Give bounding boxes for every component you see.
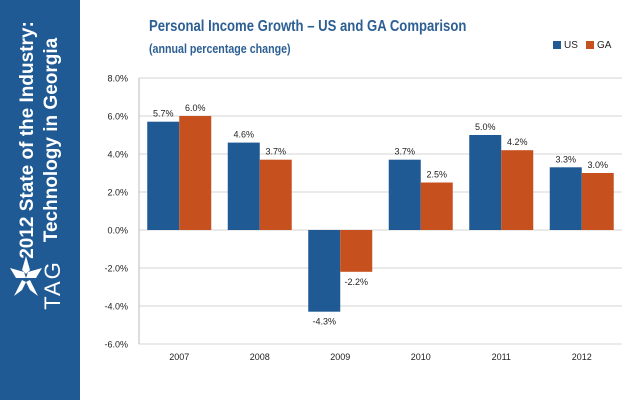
- data-label-ga: -2.2%: [344, 277, 368, 287]
- bar-us: [549, 167, 582, 230]
- y-tick-label: -6.0%: [104, 340, 128, 350]
- chart-title: Personal Income Growth – US and GA Compa…: [149, 18, 467, 35]
- legend-label-us: US: [564, 40, 578, 51]
- data-label-ga: 3.0%: [587, 160, 608, 170]
- x-tick-label: 2012: [572, 352, 592, 362]
- tag-star-logo-icon: [10, 256, 42, 296]
- legend-swatch-us: [553, 41, 561, 49]
- data-label-us: 3.7%: [394, 147, 415, 157]
- bar-us: [469, 135, 502, 230]
- legend-item-us: US: [553, 40, 578, 51]
- data-label-us: 4.6%: [233, 130, 254, 140]
- data-label-us: -4.3%: [312, 317, 336, 327]
- y-tick-label: 6.0%: [107, 112, 128, 122]
- data-label-ga: 6.0%: [185, 103, 206, 113]
- data-label-ga: 2.5%: [426, 170, 447, 180]
- legend-item-ga: GA: [586, 40, 611, 51]
- y-tick-label: -4.0%: [104, 302, 128, 312]
- legend-swatch-ga: [586, 41, 594, 49]
- bar-ga: [340, 230, 373, 272]
- data-label-us: 5.7%: [153, 109, 174, 119]
- bar-us: [388, 159, 421, 230]
- y-tick-label: 0.0%: [107, 226, 128, 236]
- legend-label-ga: GA: [597, 40, 612, 51]
- x-tick-label: 2010: [411, 352, 431, 362]
- bar-ga: [420, 182, 453, 230]
- sidebar-banner: 2012 State of the Industry: Technology i…: [0, 0, 80, 400]
- y-tick-label: 2.0%: [107, 188, 128, 198]
- data-label-ga: 3.7%: [265, 147, 286, 157]
- data-label-ga: 4.2%: [507, 137, 528, 147]
- y-tick-label: 8.0%: [107, 74, 128, 84]
- y-tick-label: 4.0%: [107, 150, 128, 160]
- x-tick-label: 2008: [250, 352, 270, 362]
- x-tick-label: 2007: [169, 352, 189, 362]
- data-label-us: 5.0%: [475, 122, 496, 132]
- bar-us: [308, 230, 341, 312]
- bar-ga: [179, 116, 212, 230]
- data-label-us: 3.3%: [555, 154, 576, 164]
- bar-ga: [581, 173, 614, 230]
- bar-us: [147, 121, 180, 230]
- x-tick-label: 2011: [492, 352, 511, 362]
- y-tick-label: -2.0%: [104, 264, 128, 274]
- bar-ga: [501, 150, 534, 230]
- bar-ga: [259, 159, 292, 230]
- chart-subtitle: (annual percentage change): [149, 41, 291, 56]
- bar-us: [227, 142, 260, 230]
- x-tick-label: 2009: [330, 352, 350, 362]
